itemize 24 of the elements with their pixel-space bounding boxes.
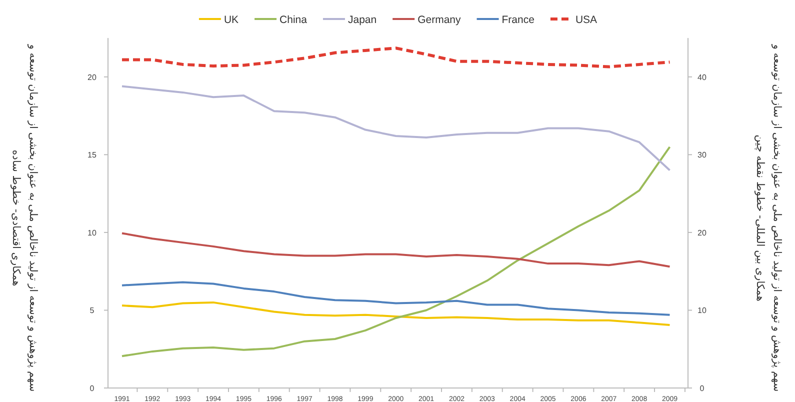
legend-label: China xyxy=(280,14,308,26)
legend-label: France xyxy=(502,14,535,26)
legend-label: UK xyxy=(224,14,239,26)
y-axis-title: سهم پژوهش و توسعه از تولید ناخالص ملی به عنوان بخشی از سازمان توسعه و همکاری اقتصادی- خطوط ساده xyxy=(9,43,40,394)
y2-tick-label: 40 xyxy=(698,72,707,82)
legend-label: Germany xyxy=(418,14,462,26)
y-tick-label: 0 xyxy=(90,384,95,393)
y2-tick-label: 30 xyxy=(698,150,707,160)
line-series xyxy=(121,232,671,268)
legend-label: USA xyxy=(575,14,598,26)
line-series xyxy=(121,85,671,172)
y-tick-label: 10 xyxy=(88,228,97,238)
y2-tick-label: 20 xyxy=(698,228,707,238)
y2-axis-title: سهم پژوهش و توسعه از تولید ناخالص ملی به عنوان بخشی از سازمان توسعه و همکاری بین المللی- خطوط نقطه چین xyxy=(753,43,784,394)
line-series xyxy=(121,301,671,326)
y-tick-label: 5 xyxy=(90,306,95,316)
line-series xyxy=(121,146,671,358)
line-series xyxy=(121,281,671,316)
y2-tick-label: 0 xyxy=(700,384,705,393)
legend-label: Japan xyxy=(348,14,377,26)
y2-tick-label: 10 xyxy=(698,306,707,316)
y-tick-label: 15 xyxy=(88,150,97,160)
line-series xyxy=(120,46,672,68)
y-tick-label: 20 xyxy=(88,72,97,82)
